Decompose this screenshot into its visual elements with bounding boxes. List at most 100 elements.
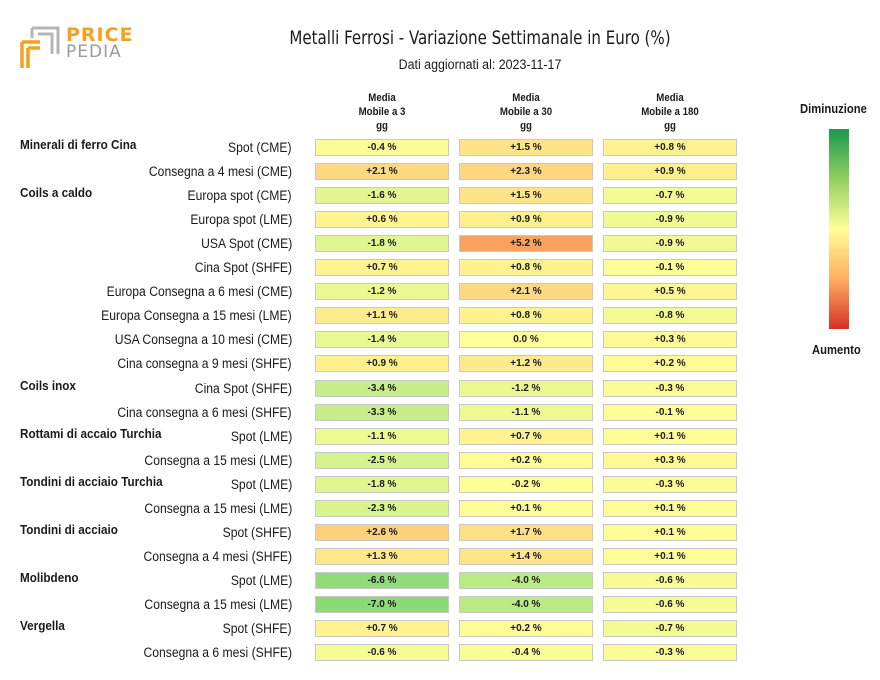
heatmap-cell: +0.1 %	[459, 499, 593, 517]
heatmap-cell: -1.2 %	[459, 379, 593, 397]
heatmap-cell: -1.6 %	[315, 187, 449, 205]
group-label: Vergella	[20, 618, 65, 633]
heatmap-cell: -4.0 %	[459, 595, 593, 613]
heatmap-cell: -4.0 %	[459, 571, 593, 589]
heatmap-cell: +1.5 %	[459, 139, 593, 156]
heatmap-cell: -1.8 %	[315, 475, 449, 493]
heatmap-cell: +0.2 %	[459, 451, 593, 469]
heatmap-cell: +1.2 %	[459, 355, 593, 373]
heatmap-cell: +0.6 %	[315, 211, 449, 229]
heatmap-cell: +0.1 %	[603, 523, 737, 541]
row-label: Europa Consegna a 15 mesi (LME)	[101, 308, 292, 324]
heatmap-cell: +0.9 %	[603, 163, 737, 181]
heatmap-cell: -0.3 %	[603, 379, 737, 397]
heatmap-cell: +0.8 %	[459, 307, 593, 325]
heatmap-cell: -0.4 %	[315, 139, 449, 156]
heatmap-cell: -0.2 %	[459, 475, 593, 493]
heatmap-cell: -0.6 %	[315, 644, 449, 662]
heatmap-cell: +2.6 %	[315, 523, 449, 541]
heatmap-cell: -7.0 %	[315, 595, 449, 613]
heatmap-cell: +0.5 %	[603, 283, 737, 301]
heatmap-cell: -1.4 %	[315, 331, 449, 349]
legend-bottom-label: Aumento	[812, 343, 861, 357]
row-label: Spot (SHFE)	[223, 621, 292, 636]
row-label: Cina Spot (SHFE)	[194, 260, 292, 276]
heatmap-cell: +0.8 %	[459, 259, 593, 277]
heatmap-cell: -0.6 %	[603, 595, 737, 613]
row-label: Consegna a 15 mesi (LME)	[144, 452, 292, 468]
group-label: Tondini di acciaio	[20, 521, 118, 537]
pricepedia-logo-mark	[20, 26, 60, 68]
heatmap-cell: +1.1 %	[315, 307, 449, 325]
row-label: Cina consegna a 6 mesi (SHFE)	[117, 404, 292, 420]
heatmap-cell: +1.7 %	[459, 523, 593, 541]
group-label: Coils inox	[20, 377, 76, 393]
group-label: Minerali di ferro Cina	[20, 137, 137, 152]
heatmap-cell: +2.1 %	[459, 283, 593, 301]
heatmap-cell: +1.5 %	[459, 187, 593, 205]
heatmap-cell: +0.3 %	[603, 451, 737, 469]
heatmap-cell: -0.7 %	[603, 187, 737, 205]
heatmap-cell: -0.7 %	[603, 620, 737, 637]
heatmap-cell: 0.0 %	[459, 331, 593, 349]
heatmap-cell: -2.3 %	[315, 499, 449, 517]
heatmap-cell: +0.8 %	[603, 139, 737, 156]
heatmap-cell: +2.3 %	[459, 163, 593, 181]
heatmap-cell: -0.3 %	[603, 644, 737, 662]
heatmap-cell: -0.1 %	[603, 403, 737, 421]
heatmap-cell: -0.8 %	[603, 307, 737, 325]
heatmap-cell: -0.6 %	[603, 571, 737, 589]
heatmap-cell: -3.3 %	[315, 403, 449, 421]
heatmap-cell: +0.9 %	[459, 211, 593, 229]
row-label: Spot (SHFE)	[223, 524, 292, 540]
heatmap-cell: -2.5 %	[315, 451, 449, 469]
heatmap-cell: -0.3 %	[603, 475, 737, 493]
heatmap-cell: +1.4 %	[459, 547, 593, 565]
logo-text-pedia: PEDIA	[66, 42, 122, 62]
heatmap-cell: -3.4 %	[315, 379, 449, 397]
heatmap-cell: +0.7 %	[315, 259, 449, 277]
heatmap-cell: +5.2 %	[459, 235, 593, 253]
legend-top-label: Diminuzione	[800, 102, 867, 116]
row-label: Spot (LME)	[230, 428, 292, 444]
row-label: Spot (LME)	[230, 476, 292, 492]
heatmap-cell: -0.9 %	[603, 235, 737, 253]
heatmap-cell: +1.3 %	[315, 547, 449, 565]
row-label: Europa Consegna a 6 mesi (CME)	[106, 284, 292, 300]
heatmap-cell: +0.9 %	[315, 355, 449, 373]
heatmap-cell: +0.7 %	[315, 620, 449, 637]
row-label: Consegna a 4 mesi (CME)	[148, 164, 292, 180]
chart-subtitle: Dati aggiornati al: 2023-11-17	[398, 57, 562, 72]
heatmap-cell: +0.2 %	[459, 620, 593, 637]
heatmap-cell: -1.2 %	[315, 283, 449, 301]
row-label: Consegna a 4 mesi (SHFE)	[143, 548, 292, 564]
heatmap-cell: +0.3 %	[603, 331, 737, 349]
row-label: Cina Spot (SHFE)	[194, 380, 292, 396]
legend-color-scale	[829, 129, 849, 329]
group-label: Molibdeno	[20, 569, 79, 585]
heatmap-cell: -0.1 %	[603, 259, 737, 277]
heatmap-cell: +2.1 %	[315, 163, 449, 181]
row-label: Consegna a 15 mesi (LME)	[144, 596, 292, 612]
heatmap-cell: -1.1 %	[315, 427, 449, 445]
heatmap-cell: +0.1 %	[603, 427, 737, 445]
row-label: Europa spot (LME)	[190, 212, 292, 228]
group-label: Tondini di acciaio Turchia	[20, 473, 163, 489]
heatmap-cell: +0.2 %	[603, 355, 737, 373]
heatmap-cell: -0.4 %	[459, 644, 593, 662]
pricepedia-logo: PRICE PEDIA	[18, 24, 133, 74]
group-label: Coils a caldo	[20, 185, 93, 201]
group-label: Rottami di accaio Turchia	[20, 425, 162, 441]
row-label: Spot (LME)	[230, 572, 292, 588]
logo-text-price: PRICE	[66, 24, 134, 46]
heatmap-cell: +0.7 %	[459, 427, 593, 445]
row-label: Consegna a 15 mesi (LME)	[144, 500, 292, 516]
heatmap-cell: -6.6 %	[315, 571, 449, 589]
heatmap-cell: +0.1 %	[603, 547, 737, 565]
heatmap-cell: -1.8 %	[315, 235, 449, 253]
column-header-3: Media Mobile a 180 gg	[641, 92, 699, 132]
column-header-2: Media Mobile a 30 gg	[499, 92, 553, 132]
row-label: Europa spot (CME)	[188, 188, 292, 204]
row-label: Consegna a 6 mesi (SHFE)	[143, 645, 292, 661]
heatmap-cell: -1.1 %	[459, 403, 593, 421]
